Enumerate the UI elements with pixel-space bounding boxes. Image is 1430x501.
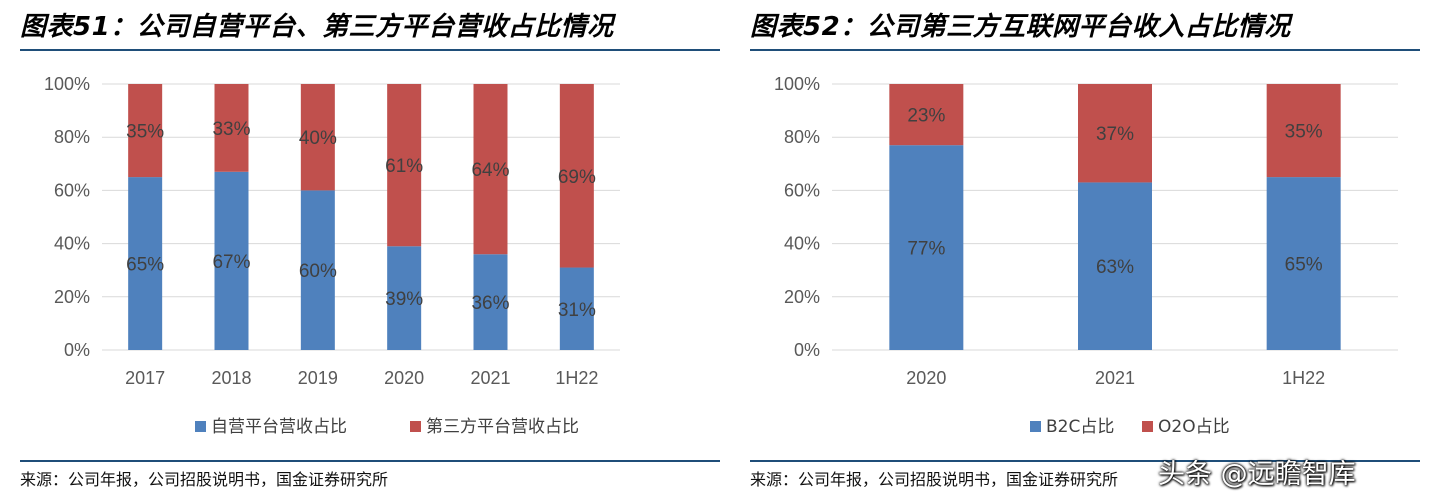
chart-panel-left: 图表51：公司自营平台、第三方平台营收占比情况 0% 20% 40% 60% 80% 10… [20, 0, 720, 501]
data-label: 23% [907, 106, 945, 127]
data-label: 77% [907, 239, 945, 260]
data-label: 65% [126, 255, 164, 276]
x-tick-label: 2019 [298, 368, 338, 388]
data-label: 64% [471, 160, 509, 181]
x-tick-label: 2018 [211, 368, 251, 388]
y-tick-label: 40% [784, 234, 820, 254]
bar-segment [889, 145, 964, 350]
y-tick-label: 60% [784, 180, 820, 200]
data-label: 35% [1285, 122, 1323, 143]
source-note: 来源：公司年报，公司招股说明书，国金证券研究所 [750, 470, 1119, 489]
x-tick-label: 2021 [470, 368, 510, 388]
legend-swatch [1030, 421, 1041, 432]
legend-swatch [410, 421, 421, 432]
data-label: 40% [299, 128, 337, 149]
bar-segment [300, 84, 335, 191]
y-tick-label: 0% [794, 340, 820, 360]
bar-segment [387, 84, 422, 247]
bar-segment [1266, 177, 1341, 350]
y-tick-label: 20% [784, 287, 820, 307]
title-divider [20, 49, 720, 51]
source-divider [20, 460, 720, 462]
y-tick-label: 100% [774, 74, 820, 94]
data-label: 39% [385, 289, 423, 310]
data-label: 69% [558, 167, 596, 188]
bar-segment [1078, 84, 1152, 183]
bar-segment [128, 177, 163, 350]
x-tick-label: 1H22 [555, 368, 598, 388]
bar-segment [1266, 84, 1341, 178]
bar-segment [559, 267, 594, 350]
y-tick-label: 60% [54, 180, 90, 200]
title-divider [750, 49, 1420, 51]
data-label: 33% [212, 119, 250, 140]
y-tick-label: 100% [44, 74, 90, 94]
legend-label: O2O占比 [1158, 417, 1230, 437]
bar-segment [889, 84, 964, 146]
data-label: 37% [1096, 124, 1134, 145]
data-label: 65% [1285, 255, 1323, 276]
x-tick-label: 2020 [384, 368, 424, 388]
data-label: 63% [1096, 257, 1134, 278]
chart-title: 图表52：公司第三方互联网平台收入占比情况 [750, 12, 1291, 42]
legend-swatch [1142, 421, 1153, 432]
bar-segment [214, 171, 249, 350]
data-label: 35% [126, 122, 164, 143]
y-tick-label: 20% [54, 287, 90, 307]
stacked-bar-chart: 0% 20% 40% 60% 80% 100% 77% 23% 2020 63% 37% 2021 65… [774, 74, 1398, 437]
legend-label: B2C占比 [1046, 417, 1114, 437]
data-label: 31% [558, 300, 596, 321]
source-note: 来源：公司年报，公司招股说明书，国金证券研究所 [20, 470, 389, 489]
stacked-bar-chart: 0% 20% 40% 60% 80% 100% 65% 35% 2017 67% 33% 2018 60… [44, 74, 620, 437]
bar-segment [300, 190, 335, 350]
y-tick-label: 0% [64, 340, 90, 360]
x-tick-label: 2020 [906, 368, 946, 388]
bar-segment [473, 84, 508, 255]
bar-segment [214, 84, 249, 172]
y-tick-label: 80% [784, 127, 820, 147]
x-tick-label: 2021 [1095, 368, 1135, 388]
bar-segment [473, 254, 508, 350]
watermark: 头条 @远瞻智库 [1158, 459, 1356, 490]
data-label: 61% [385, 156, 423, 177]
x-tick-label: 1H22 [1282, 368, 1325, 388]
data-label: 67% [212, 252, 250, 273]
source-divider [750, 460, 1420, 462]
chart-panel-right: 图表52：公司第三方互联网平台收入占比情况 0% 20% 40% 60% 80% 100%… [750, 0, 1420, 501]
bar-segment [559, 84, 594, 268]
bar-segment [128, 84, 163, 178]
bar-segment [1078, 182, 1152, 350]
legend-swatch [195, 421, 206, 432]
y-tick-label: 80% [54, 127, 90, 147]
data-label: 60% [299, 261, 337, 282]
data-label: 36% [471, 293, 509, 314]
legend-label: 第三方平台营收占比 [426, 417, 579, 437]
y-tick-label: 40% [54, 234, 90, 254]
bar-segment [387, 246, 422, 350]
legend-label: 自营平台营收占比 [211, 417, 347, 437]
x-tick-label: 2017 [125, 368, 165, 388]
chart-title: 图表51：公司自营平台、第三方平台营收占比情况 [20, 12, 614, 42]
